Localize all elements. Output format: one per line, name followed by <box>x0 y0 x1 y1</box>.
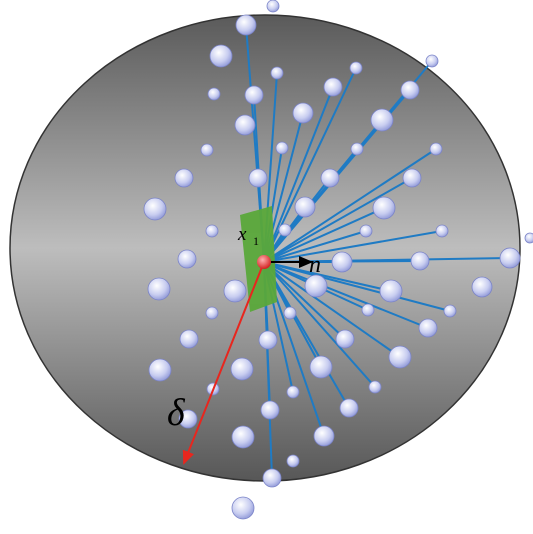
point <box>332 252 352 272</box>
point <box>350 62 362 74</box>
point <box>444 305 456 317</box>
point <box>411 252 429 270</box>
point <box>360 225 372 237</box>
point <box>206 307 218 319</box>
point <box>314 426 334 446</box>
point <box>500 248 520 268</box>
point-label: x <box>237 224 247 245</box>
point <box>472 277 492 297</box>
point <box>401 81 419 99</box>
point <box>373 197 395 219</box>
point <box>336 330 354 348</box>
point <box>284 307 296 319</box>
point <box>279 224 291 236</box>
point <box>224 280 246 302</box>
point <box>287 455 299 467</box>
point <box>419 319 437 337</box>
point <box>295 197 315 217</box>
point <box>371 109 393 131</box>
point <box>403 169 421 187</box>
point <box>436 225 448 237</box>
point <box>235 115 255 135</box>
point <box>525 233 533 243</box>
point <box>180 330 198 348</box>
point <box>305 275 327 297</box>
point <box>263 469 281 487</box>
point <box>259 331 277 349</box>
point <box>245 86 263 104</box>
point <box>249 169 267 187</box>
point <box>149 359 171 381</box>
point <box>231 358 253 380</box>
point <box>389 346 411 368</box>
point <box>208 88 220 100</box>
point <box>324 78 342 96</box>
point <box>210 45 232 67</box>
point <box>287 386 299 398</box>
point <box>271 67 283 79</box>
point-index: 1 <box>253 234 259 248</box>
normal-label: n <box>309 252 321 278</box>
point <box>276 142 288 154</box>
point <box>175 169 193 187</box>
diagram: x 1 n δ <box>0 0 533 534</box>
point <box>430 143 442 155</box>
point <box>148 278 170 300</box>
point <box>369 381 381 393</box>
point <box>380 280 402 302</box>
point <box>206 225 218 237</box>
point <box>178 250 196 268</box>
point <box>236 15 256 35</box>
point <box>310 356 332 378</box>
point <box>261 401 279 419</box>
point <box>293 103 313 123</box>
page: x 1 n δ (() => { const data = JSON.parse… <box>0 0 533 534</box>
point <box>321 169 339 187</box>
point <box>362 304 374 316</box>
point <box>426 55 438 67</box>
point <box>232 497 254 519</box>
point <box>267 0 279 12</box>
point <box>232 426 254 448</box>
point <box>201 144 213 156</box>
query-point <box>257 255 271 269</box>
radius-label: δ <box>167 392 186 434</box>
point <box>144 198 166 220</box>
point <box>340 399 358 417</box>
point <box>351 143 363 155</box>
